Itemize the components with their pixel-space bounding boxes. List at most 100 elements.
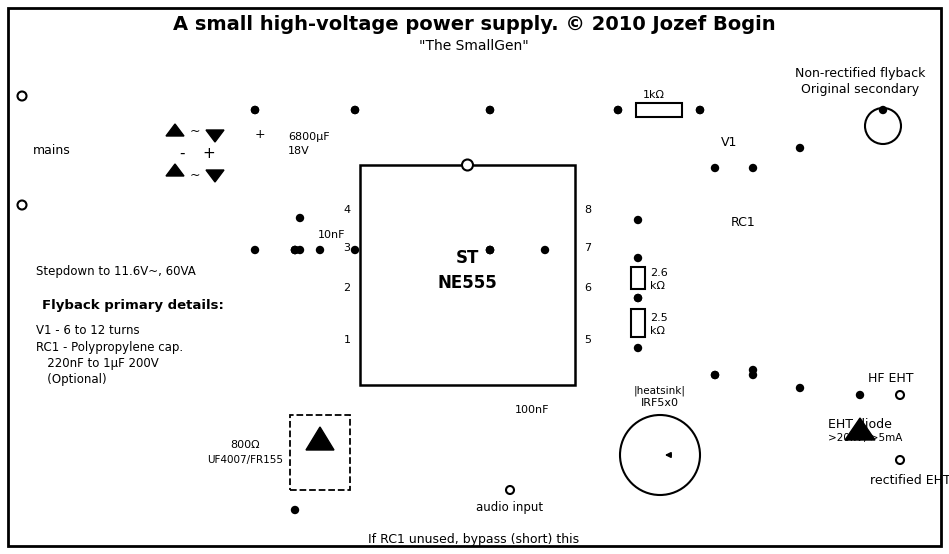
Text: 1kΩ: 1kΩ <box>643 90 665 100</box>
Circle shape <box>635 217 642 223</box>
Polygon shape <box>206 130 224 142</box>
Text: |heatsink|: |heatsink| <box>634 386 686 396</box>
Text: 220nF to 1μF 200V: 220nF to 1μF 200V <box>36 357 158 371</box>
Text: 100nF: 100nF <box>515 405 549 415</box>
Polygon shape <box>845 418 875 440</box>
Text: A small high-voltage power supply. © 2010 Jozef Bogin: A small high-voltage power supply. © 201… <box>173 16 775 34</box>
Bar <box>631 267 645 289</box>
Text: Non-rectified flyback: Non-rectified flyback <box>795 68 925 80</box>
Circle shape <box>17 201 27 209</box>
Text: (Optional): (Optional) <box>36 373 106 387</box>
Text: EHT diode: EHT diode <box>828 418 892 430</box>
Text: 1: 1 <box>344 335 350 345</box>
Text: Stepdown to 11.6V~, 60VA: Stepdown to 11.6V~, 60VA <box>36 265 195 279</box>
Circle shape <box>487 247 493 254</box>
Circle shape <box>750 165 756 172</box>
Text: IRF5x0: IRF5x0 <box>641 398 679 408</box>
Circle shape <box>857 392 864 398</box>
Circle shape <box>291 506 299 514</box>
Text: 5: 5 <box>585 335 591 345</box>
Circle shape <box>896 456 904 464</box>
Circle shape <box>351 247 359 254</box>
Bar <box>290 415 350 490</box>
Circle shape <box>487 106 493 114</box>
Circle shape <box>880 106 886 114</box>
Circle shape <box>251 106 258 114</box>
Circle shape <box>635 295 642 301</box>
Circle shape <box>750 372 756 378</box>
Circle shape <box>487 247 493 254</box>
Polygon shape <box>206 170 224 182</box>
Circle shape <box>291 247 299 254</box>
Text: 2.5: 2.5 <box>650 313 668 323</box>
Polygon shape <box>166 164 184 176</box>
Circle shape <box>635 295 642 301</box>
Text: RC1: RC1 <box>731 216 755 228</box>
Circle shape <box>291 247 299 254</box>
Text: audio input: audio input <box>476 500 544 514</box>
Text: If RC1 unused, bypass (short) this: If RC1 unused, bypass (short) this <box>368 534 580 546</box>
Text: mains: mains <box>33 143 71 156</box>
Text: +: + <box>254 129 265 141</box>
Text: 8: 8 <box>585 205 591 215</box>
Circle shape <box>896 391 904 399</box>
Text: ~: ~ <box>190 168 200 182</box>
Text: ~: ~ <box>190 125 200 137</box>
Circle shape <box>251 247 258 254</box>
Circle shape <box>296 247 304 254</box>
Circle shape <box>620 415 700 495</box>
Text: ST: ST <box>456 249 479 267</box>
Text: RC1 - Polypropylene cap.: RC1 - Polypropylene cap. <box>36 341 183 355</box>
Circle shape <box>750 367 756 373</box>
Polygon shape <box>306 427 334 450</box>
Circle shape <box>506 486 514 494</box>
Circle shape <box>865 108 901 144</box>
Text: UF4007/FR155: UF4007/FR155 <box>207 455 283 465</box>
Circle shape <box>351 106 359 114</box>
Circle shape <box>697 106 703 114</box>
Circle shape <box>712 372 718 378</box>
Text: kΩ: kΩ <box>650 326 665 336</box>
Text: 10nF: 10nF <box>318 230 345 240</box>
Text: 4: 4 <box>344 205 350 215</box>
Polygon shape <box>166 124 184 136</box>
Text: HF EHT: HF EHT <box>868 372 914 384</box>
Text: 2: 2 <box>344 283 350 293</box>
Text: Flyback primary details:: Flyback primary details: <box>42 299 224 311</box>
Circle shape <box>635 254 642 261</box>
Circle shape <box>487 247 493 254</box>
Circle shape <box>351 106 359 114</box>
Circle shape <box>296 214 304 222</box>
Circle shape <box>697 106 703 114</box>
Circle shape <box>615 106 622 114</box>
Text: V1: V1 <box>721 136 737 150</box>
Circle shape <box>291 247 299 254</box>
Text: 2.6: 2.6 <box>650 268 668 278</box>
Circle shape <box>712 165 718 172</box>
Bar <box>637 103 681 117</box>
Bar <box>360 165 575 385</box>
Circle shape <box>796 384 804 392</box>
Text: V1 - 6 to 12 turns: V1 - 6 to 12 turns <box>36 324 140 336</box>
Text: 6800μF: 6800μF <box>288 132 329 142</box>
Text: 18V: 18V <box>288 146 309 156</box>
Text: +: + <box>203 146 215 161</box>
Text: 7: 7 <box>585 243 591 253</box>
Text: >20kV, >5mA: >20kV, >5mA <box>828 433 902 443</box>
Bar <box>631 309 645 337</box>
Circle shape <box>17 91 27 100</box>
Circle shape <box>635 345 642 351</box>
Text: kΩ: kΩ <box>650 281 665 291</box>
Circle shape <box>796 145 804 151</box>
Text: -: - <box>179 146 185 161</box>
Circle shape <box>487 106 493 114</box>
Circle shape <box>615 106 622 114</box>
Text: 3: 3 <box>344 243 350 253</box>
Text: 800Ω: 800Ω <box>231 439 260 449</box>
Circle shape <box>462 160 473 171</box>
Text: Original secondary: Original secondary <box>801 84 919 96</box>
Text: "The SmallGen": "The SmallGen" <box>419 39 529 53</box>
Circle shape <box>317 247 324 254</box>
Circle shape <box>542 247 549 254</box>
Circle shape <box>251 106 258 114</box>
